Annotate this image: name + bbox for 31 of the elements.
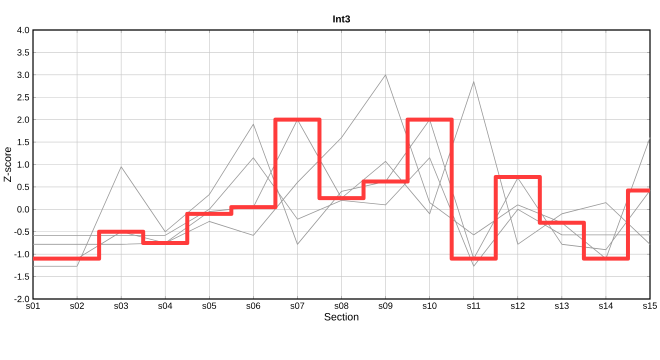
x-tick-label: s05 (202, 302, 216, 309)
y-tick-label: 4.0 (17, 26, 30, 34)
y-tick-label: 2.0 (17, 116, 30, 123)
x-tick-label: s09 (378, 302, 392, 309)
y-tick-label: -1.0 (14, 250, 30, 258)
x-tick-label: s10 (422, 302, 437, 309)
x-tick-label: s04 (158, 302, 172, 309)
x-tick-label: s01 (26, 302, 40, 309)
y-tick-label: 0.5 (17, 184, 30, 190)
y-axis-title: Z-score (4, 147, 12, 182)
x-tick-label: s13 (554, 302, 569, 309)
x-tick-label: s15 (643, 302, 657, 309)
x-tick-label: s03 (114, 302, 128, 309)
y-tick-label: 3.0 (17, 72, 30, 78)
x-tick-label: s08 (334, 302, 348, 309)
y-tick-label: -1.5 (14, 273, 30, 280)
x-tick-label: s11 (467, 302, 480, 309)
x-tick-label: s06 (246, 302, 260, 309)
y-tick-label: 1.0 (18, 161, 30, 168)
y-tick-label: 2.5 (17, 94, 30, 100)
y-tick-label: 1.5 (18, 138, 30, 146)
x-tick-label: s02 (70, 302, 84, 309)
y-tick-label: -2.0 (14, 296, 30, 302)
x-tick-label: s14 (598, 302, 613, 309)
y-tick-label: 3.5 (17, 49, 30, 56)
y-tick-label: 0.0 (17, 206, 30, 213)
chart-title: Int3 (333, 15, 350, 22)
x-tick-label: s12 (510, 302, 525, 309)
x-axis-title: Section (324, 312, 358, 320)
x-tick-label: s07 (290, 302, 304, 309)
y-tick-label: -0.5 (14, 228, 30, 235)
